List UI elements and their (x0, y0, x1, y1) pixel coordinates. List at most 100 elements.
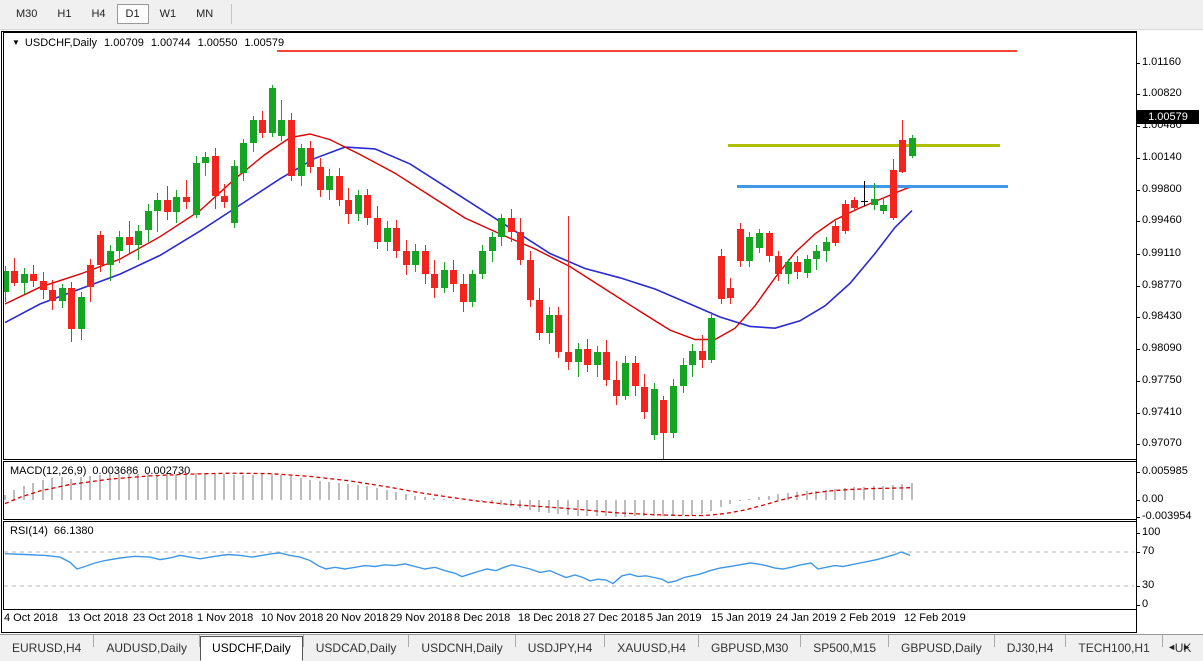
macd-hist-bar (624, 500, 626, 517)
macd-hist-bar (748, 499, 750, 501)
tab-separator (888, 635, 890, 647)
axis-tick (1136, 605, 1140, 606)
macd-hist-bar (261, 474, 263, 500)
macd-hist-bar (739, 500, 741, 502)
tab-dj30-h4[interactable]: DJ30,H4 (1006, 641, 1054, 655)
timeframe-button-w1[interactable]: W1 (159, 8, 177, 20)
axis-tick (1136, 586, 1140, 587)
timeframe-button-h1[interactable]: H1 (57, 8, 72, 20)
candle-up (193, 163, 200, 216)
tab-scroll-left-icon[interactable]: ◄ (1167, 642, 1183, 652)
axis-tick (1136, 533, 1140, 534)
price-tick-label: 0.99460 (1142, 214, 1182, 226)
candle-down (403, 251, 410, 265)
tab-separator (199, 635, 201, 647)
candle-down (87, 265, 94, 287)
price-tick-label: 0.97750 (1142, 374, 1182, 386)
macd-hist-bar (280, 474, 282, 500)
candle-down (422, 251, 429, 275)
tab-usdcnh-daily[interactable]: USDCNH,Daily (421, 641, 503, 655)
chevron-down-icon[interactable]: ▼ (12, 38, 20, 47)
macd-hist-bar (596, 500, 598, 517)
macd-hist-bar (338, 482, 340, 500)
axis-tick (1136, 126, 1140, 127)
candle-up (813, 251, 820, 259)
macd-hist-bar (61, 477, 63, 500)
tab-gbpusd-m30[interactable]: GBPUSD,M30 (710, 641, 789, 655)
macd-hist-bar (300, 478, 302, 500)
resistance-line-red[interactable] (277, 50, 1017, 52)
candle-up (384, 227, 391, 242)
tab-tech100-h1[interactable]: TECH100,H1 (1078, 641, 1150, 655)
candle-down (126, 237, 133, 246)
macd-hist-bar (806, 491, 808, 500)
candle-up (804, 258, 811, 273)
chart-tab-bar: EURUSD,H4 AUDUSD,Daily USDCHF,Daily USDCAD,… (0, 634, 1203, 661)
tab-sp500-m15[interactable]: SP500,M15 (813, 641, 877, 655)
candle-down (632, 363, 639, 387)
candle-down (11, 270, 18, 283)
tab-usdchf-daily[interactable]: USDCHF,Daily (200, 636, 303, 661)
macd-label: MACD(12,26,9) 0.003686 0.002730 (10, 465, 196, 477)
tab-gbpusd-daily[interactable]: GBPUSD,Daily (901, 641, 982, 655)
date-tick-label: 27 Dec 2018 (583, 612, 646, 624)
macd-hist-bar (118, 473, 120, 500)
tab-xauusd-h4[interactable]: XAUUSD,H4 (617, 641, 686, 655)
macd-hist-bar (166, 474, 168, 500)
date-tick-label: 29 Nov 2018 (390, 612, 453, 624)
candle-down (842, 204, 849, 232)
tab-usdcad-daily[interactable]: USDCAD,Daily (315, 641, 397, 655)
candle-up (107, 251, 114, 265)
macd-value-main: 0.003686 (92, 465, 139, 477)
axis-tick (1136, 94, 1140, 95)
date-tick-label: 15 Jan 2019 (711, 612, 772, 624)
candle-up (823, 241, 830, 251)
timeframe-button-m30[interactable]: M30 (16, 8, 38, 20)
tab-scroll-right-icon[interactable]: ► (1182, 642, 1197, 652)
candle-up (21, 274, 28, 283)
tab-separator (1065, 635, 1067, 647)
macd-hist-bar (452, 499, 454, 501)
axis-tick (1136, 254, 1140, 255)
axis-tick (1136, 317, 1140, 318)
tab-eurusd-h4[interactable]: EURUSD,H4 (12, 641, 82, 655)
main-chart-pane[interactable]: ▼ USDCHF,Daily 1.00709 1.00744 1.00550 1.0057… (3, 32, 1137, 460)
rsi-indicator-pane[interactable]: RSI(14) 66.1380 (3, 521, 1137, 610)
support-line-blue[interactable] (737, 185, 1008, 188)
tab-uk[interactable]: UK (1174, 641, 1192, 655)
candle-down (49, 290, 56, 302)
tab-audusd-daily[interactable]: AUDUSD,Daily (106, 641, 188, 655)
macd-indicator-pane[interactable]: MACD(12,26,9) 0.003686 0.002730 (3, 461, 1137, 520)
tab-separator (408, 635, 410, 647)
candle-down (536, 299, 543, 334)
resistance-line-yellow[interactable] (728, 144, 1000, 147)
candle-up (4, 270, 9, 293)
timeframe-button-d1[interactable]: D1 (116, 4, 149, 24)
candle-down (259, 120, 266, 134)
macd-hist-bar (672, 500, 674, 516)
timeframe-button-mn[interactable]: MN (196, 8, 214, 20)
candle-down (307, 148, 314, 167)
price-tick-label: 0.99800 (1142, 183, 1182, 195)
candle-up (622, 363, 629, 396)
candle-up (469, 274, 476, 303)
macd-hist-bar (80, 477, 82, 500)
candle-up (355, 195, 362, 214)
candle-down (508, 218, 515, 233)
candle-up (202, 156, 209, 164)
macd-hist-bar (634, 500, 636, 517)
candle-up (498, 218, 505, 237)
macd-hist-bar (682, 500, 684, 515)
macd-hist-bar (768, 495, 770, 500)
macd-hist-bar (758, 497, 760, 500)
candle-down (68, 288, 75, 330)
candle-down (97, 235, 104, 266)
macd-hist-bar (557, 500, 559, 515)
current-price-badge: 1.00579 (1137, 110, 1199, 124)
candle-wick (186, 180, 187, 210)
timeframe-button-h4[interactable]: H4 (91, 8, 106, 20)
tab-usdjpy-h4[interactable]: USDJPY,H4 (527, 641, 593, 655)
candle-down (832, 225, 839, 243)
candle-up (909, 138, 916, 156)
candle-down (641, 386, 648, 412)
